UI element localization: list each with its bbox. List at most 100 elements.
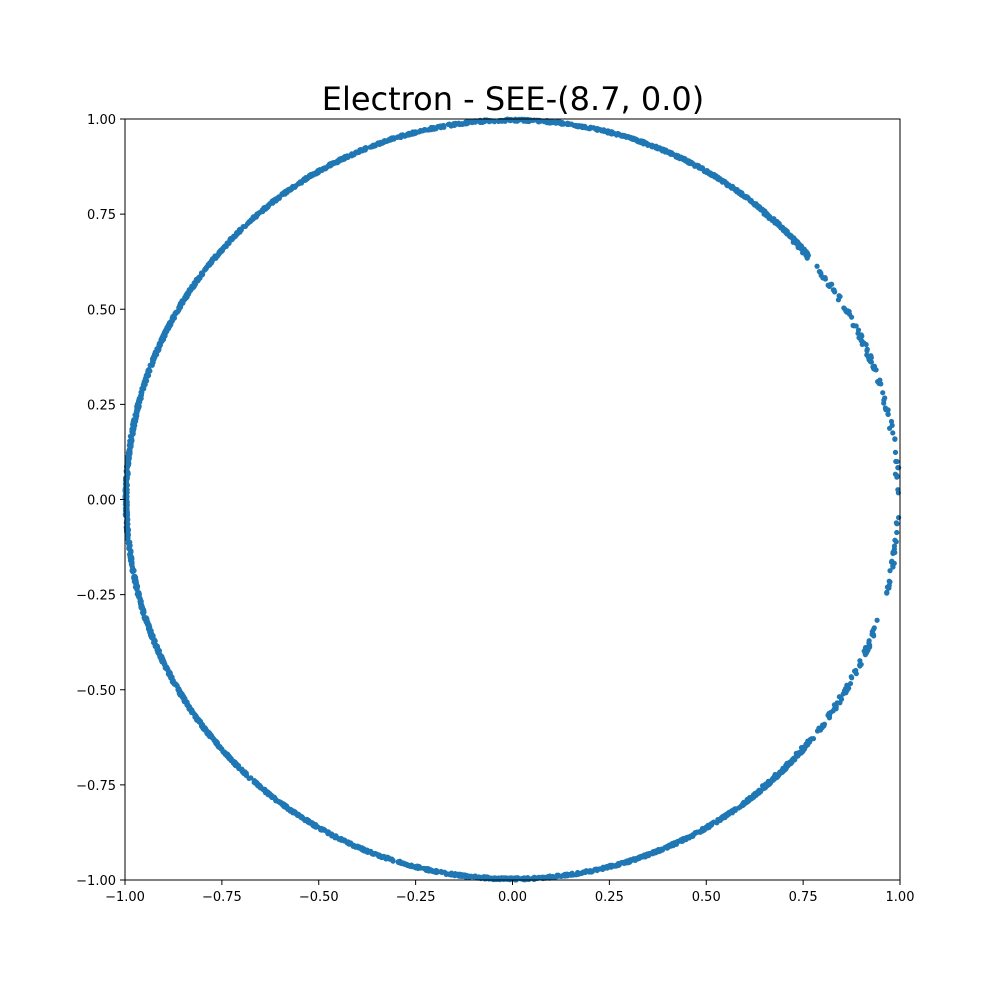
data-point (612, 863, 618, 869)
data-point (193, 714, 199, 720)
data-point (853, 667, 859, 674)
data-point (331, 833, 337, 839)
data-point (846, 311, 853, 317)
data-point (506, 876, 512, 882)
data-point (885, 411, 891, 417)
data-point (862, 652, 869, 658)
data-point (199, 271, 206, 277)
data-point (622, 859, 628, 866)
x-tick-label: −0.75 (202, 890, 242, 905)
data-point (411, 131, 417, 137)
data-point (795, 244, 801, 251)
data-point (763, 213, 770, 219)
data-point (575, 124, 582, 130)
data-point (864, 352, 870, 358)
data-point (673, 154, 679, 160)
data-point (858, 661, 864, 668)
data-point (729, 810, 735, 816)
data-point (772, 772, 778, 779)
data-point (409, 864, 415, 870)
data-point (882, 395, 888, 401)
data-point (893, 520, 899, 526)
data-point (176, 305, 182, 311)
data-point (787, 233, 793, 239)
x-tick-label: −1.00 (105, 890, 145, 905)
data-point (148, 634, 155, 640)
data-point (763, 783, 770, 789)
data-point (129, 430, 136, 436)
data-point (243, 772, 249, 778)
data-point (888, 418, 895, 425)
data-point (709, 172, 715, 179)
data-point (836, 694, 842, 700)
data-point (136, 397, 142, 403)
data-point (709, 820, 715, 826)
data-point (833, 706, 839, 712)
data-point (850, 322, 856, 329)
y-tick-label: 0.00 (87, 494, 116, 509)
data-point (816, 268, 822, 275)
y-axis: −1.00 −0.75 −0.50 −0.25 0.00 0.25 0.50 0.75 1.00 (76, 113, 125, 889)
data-point (262, 788, 268, 794)
data-point (604, 864, 610, 870)
data-point (754, 790, 761, 796)
y-tick-label: 1.00 (87, 113, 116, 128)
data-point (403, 861, 410, 867)
data-point (830, 287, 836, 293)
data-point (130, 569, 136, 575)
data-point (182, 698, 188, 704)
data-point (858, 337, 864, 343)
data-point (892, 537, 898, 543)
data-point (575, 871, 582, 877)
data-point (298, 814, 304, 820)
data-point (452, 120, 458, 127)
data-point (527, 117, 533, 123)
data-point (784, 228, 790, 234)
data-point (319, 826, 325, 832)
data-point (717, 816, 723, 822)
data-point (183, 292, 189, 298)
data-point (123, 475, 129, 482)
data-point (123, 499, 129, 505)
data-point (724, 182, 730, 188)
data-point (130, 420, 136, 426)
data-point (889, 558, 895, 564)
data-point (141, 382, 147, 388)
data-point (215, 252, 221, 258)
data-point (186, 287, 192, 293)
data-point (536, 118, 543, 124)
x-tick-label: 0.00 (498, 890, 527, 905)
data-point (147, 368, 153, 374)
data-point (669, 842, 676, 848)
data-point (417, 128, 424, 134)
data-point (822, 275, 828, 281)
data-point (457, 121, 463, 128)
data-point (210, 735, 216, 741)
data-point (166, 672, 173, 678)
data-point (685, 834, 691, 840)
data-point (582, 869, 588, 875)
data-point (122, 508, 129, 514)
data-point (469, 118, 475, 125)
data-point (367, 849, 374, 855)
data-point (772, 220, 778, 226)
data-point (148, 628, 154, 634)
data-point (596, 866, 602, 872)
y-tick-label: −0.25 (76, 589, 116, 604)
data-point (334, 160, 340, 166)
data-point (125, 531, 131, 537)
data-point (588, 125, 594, 131)
data-point (263, 204, 269, 210)
y-tick-label: −0.75 (76, 779, 116, 794)
data-point (125, 527, 132, 533)
data-point (129, 426, 135, 432)
data-point (704, 168, 710, 174)
data-point (328, 162, 334, 168)
data-point (133, 584, 139, 590)
data-point (381, 138, 388, 144)
data-point (892, 436, 898, 442)
data-point (239, 766, 245, 772)
data-point (398, 134, 404, 140)
data-point (260, 208, 266, 215)
